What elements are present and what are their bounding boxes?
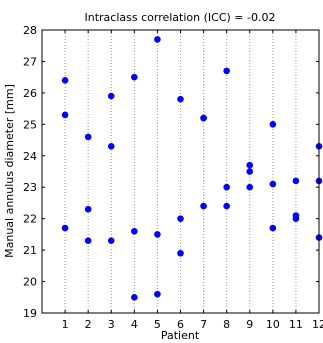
data-point (269, 121, 277, 128)
y-axis-ticks: 19 20 21 22 23 24 25 26 27 28 (23, 24, 319, 320)
data-point (269, 180, 277, 188)
data-point (246, 161, 254, 169)
data-point (107, 143, 115, 150)
data-point (107, 237, 115, 244)
x-axis-title: Patient (161, 329, 200, 342)
data-point (154, 290, 161, 298)
data-point (61, 77, 69, 84)
x-tick-label: 6 (177, 318, 184, 331)
y-tick-label: 19 (23, 307, 37, 320)
y-tick-label: 24 (23, 150, 37, 163)
x-axis-ticks: 1 2 3 4 5 6 7 8 9 10 11 12 (62, 30, 323, 331)
y-tick-label: 22 (23, 213, 37, 226)
x-tick-label: 9 (246, 318, 253, 331)
data-point (131, 227, 138, 235)
y-tick-label: 20 (23, 276, 37, 289)
y-tick-label: 21 (23, 244, 37, 257)
y-axis-title: Manual annulus diameter [mm] (3, 84, 16, 258)
x-tick-label: 1 (62, 318, 69, 331)
data-point (292, 215, 300, 222)
data-point (61, 224, 69, 232)
data-point (223, 202, 230, 210)
x-tick-label: 11 (289, 318, 303, 331)
chart-title: Intraclass correlation (ICC) = -0.02 (85, 11, 276, 24)
data-point (131, 293, 138, 301)
data-point (177, 215, 184, 222)
y-tick-label: 26 (23, 87, 37, 100)
x-tick-label: 2 (85, 318, 92, 331)
x-tick-label: 4 (131, 318, 138, 331)
data-point (84, 133, 92, 141)
x-tick-label: 7 (200, 318, 207, 331)
data-point (84, 205, 92, 213)
data-point (200, 202, 207, 210)
y-tick-label: 28 (23, 24, 37, 37)
data-point (200, 114, 207, 122)
data-point (223, 183, 230, 191)
x-tick-label: 5 (154, 318, 161, 331)
x-tick-label: 3 (108, 318, 115, 331)
x-tick-label: 12 (312, 318, 323, 331)
x-tick-label: 10 (266, 318, 280, 331)
y-tick-label: 23 (23, 181, 37, 194)
data-point (292, 177, 300, 185)
data-point (107, 92, 115, 100)
data-point (154, 231, 161, 238)
data-point (177, 249, 184, 257)
data-point (246, 183, 254, 191)
data-points (61, 36, 323, 301)
data-point (61, 111, 69, 119)
y-tick-label: 25 (23, 118, 37, 131)
data-point (177, 95, 184, 103)
x-tick-label: 8 (223, 318, 230, 331)
data-point (154, 36, 161, 43)
y-tick-label: 27 (23, 55, 37, 68)
data-point (223, 67, 230, 75)
data-point (269, 224, 277, 232)
data-point (84, 237, 92, 244)
data-point (131, 73, 138, 81)
data-point (246, 168, 254, 175)
